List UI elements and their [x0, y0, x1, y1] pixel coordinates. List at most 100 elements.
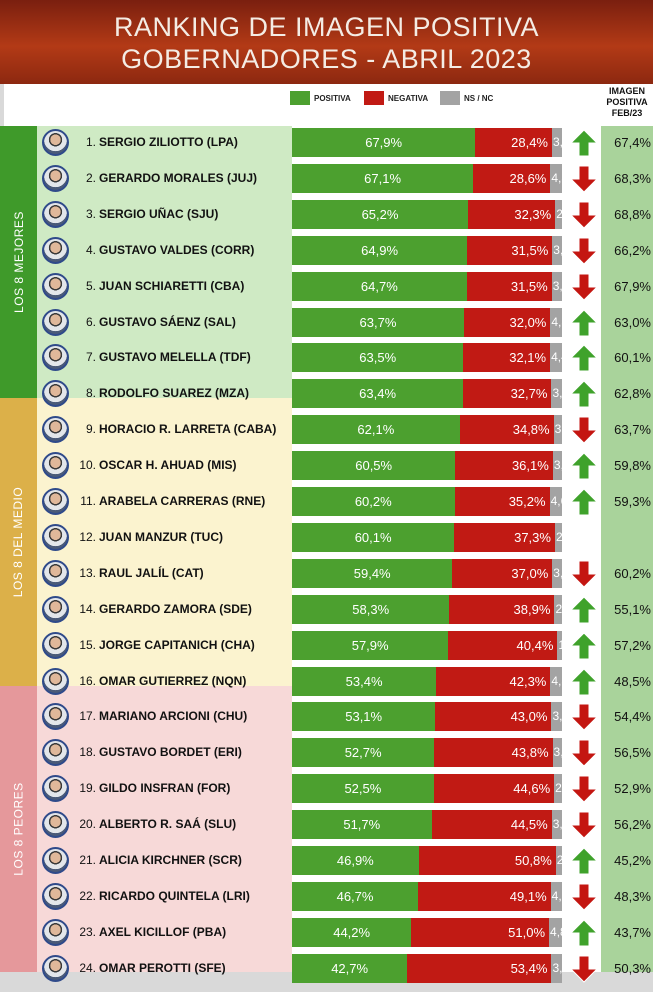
avatar — [42, 667, 69, 695]
group-bar-medio — [0, 398, 37, 686]
avatar — [42, 847, 69, 874]
governor-name: GUSTAVO MELELLA (TDF) — [99, 350, 251, 365]
bar-positiva — [292, 379, 464, 409]
table-row: 6. GUSTAVO SÁENZ (SAL) 63,7% 32,0% 4,3 63,0% — [0, 306, 653, 339]
avatar — [42, 811, 69, 839]
group-bar-peores — [0, 686, 37, 972]
label-nsnc: 4,2 — [551, 888, 569, 903]
bar-positiva — [292, 235, 468, 265]
avatar — [42, 882, 69, 910]
rank-number: 16. — [79, 673, 96, 688]
bar-nsnc — [555, 846, 562, 875]
rank-number: 21. — [79, 853, 96, 867]
avatar — [42, 129, 69, 156]
label-nsnc: 1,7 — [558, 637, 576, 652]
label-positiva: 52,5% — [344, 781, 382, 797]
bar-nsnc — [552, 558, 562, 588]
label-positiva: 60,1% — [354, 529, 392, 545]
avatar — [42, 559, 69, 587]
label-positiva: 57,9% — [351, 637, 389, 653]
bar-nsnc — [557, 630, 562, 660]
rank-number: 3. — [85, 206, 96, 221]
label-positiva: 59,4% — [353, 565, 391, 581]
bar-positiva — [292, 343, 464, 373]
bar-positiva — [292, 666, 437, 696]
governor-name: JUAN SCHIARETTI (CBA) — [99, 278, 245, 293]
avatar — [42, 308, 69, 336]
group-background-mejores — [37, 126, 292, 398]
table-row: 20. ALBERTO R. SAÁ (SLU) 51,7% 44,5% 3,8 56,2… — [0, 808, 653, 841]
table-row: 13. RAUL JALÍL (CAT) 59,4% 37,0% 3,6 60,2% — [0, 557, 653, 590]
table-row: 15. JORGE CAPITANICH (CHA) 57,9% 40,4% 1,7 57… — [0, 629, 653, 662]
label-positiva: 52,7% — [344, 745, 382, 761]
label-nsnc: 4,4 — [551, 350, 568, 365]
feb-value: 50,3% — [614, 960, 651, 976]
label-nsnc: 3,9 — [552, 386, 570, 401]
label-positiva: 53,4% — [345, 673, 383, 689]
bar-positiva — [292, 271, 467, 301]
governor-name: GUSTAVO BORDET (ERI) — [99, 745, 242, 760]
label-negativa: 44,5% — [510, 817, 548, 833]
bar-nsnc — [552, 451, 562, 481]
bar-positiva — [292, 163, 474, 193]
legend-label-nsnc: NS / NC — [464, 93, 494, 103]
governor-name: ALICIA KIRCHNER (SCR) — [99, 853, 242, 867]
trend-up-arrow-icon — [570, 344, 598, 372]
governor-name: JUAN MANZUR (TUC) — [99, 529, 223, 544]
feb-value: 62,8% — [614, 386, 651, 402]
label-negativa: 31,5% — [511, 242, 549, 258]
table-row: 9. HORACIO R. LARRETA (CABA) 62,1% 34,8% 3,1… — [0, 413, 653, 446]
group-background-peores — [37, 686, 292, 972]
bar-negativa — [418, 846, 556, 875]
bar-negativa — [473, 163, 551, 193]
label-positiva: 63,4% — [359, 386, 397, 402]
bar-negativa — [435, 702, 552, 732]
bar-nsnc — [549, 487, 562, 516]
avatar — [42, 380, 69, 408]
feb-value: 59,3% — [614, 494, 651, 509]
feb-column-header: IMAGEN POSITIVA FEB/23 — [601, 84, 653, 126]
bar-nsnc — [551, 953, 562, 983]
rank-number: 6. — [85, 314, 96, 329]
legend-swatch-positiva — [290, 91, 310, 105]
label-nsnc: 3,8 — [552, 278, 570, 293]
bar-positiva — [292, 917, 412, 947]
label-nsnc: 2,6 — [555, 529, 573, 544]
label-negativa: 43,8% — [511, 745, 549, 761]
bar-positiva — [292, 810, 432, 840]
feb-value: 45,2% — [614, 853, 651, 868]
table-row: 3. SERGIO UÑAC (SJU) 65,2% 32,3% 2,5 68,8% — [0, 198, 653, 231]
governor-name: OSCAR H. AHUAD (MIS) — [99, 458, 237, 473]
label-nsnc: 3,6 — [553, 242, 570, 257]
legend-label-negativa: NEGATIVA — [388, 93, 429, 103]
governor-name: SERGIO UÑAC (SJU) — [99, 206, 219, 221]
bar-nsnc — [554, 522, 562, 552]
label-nsnc: 4,3 — [551, 170, 569, 185]
label-positiva: 60,2% — [354, 494, 392, 509]
rank-number: 20. — [79, 817, 96, 832]
feb-value: 67,4% — [614, 135, 651, 150]
trend-down-arrow-icon — [570, 955, 598, 983]
feb-value: 63,0% — [614, 314, 651, 330]
label-negativa: 51,0% — [508, 924, 546, 940]
bar-nsnc — [551, 379, 562, 409]
label-negativa: 35,2% — [508, 494, 546, 509]
label-nsnc: 3,9 — [552, 960, 570, 975]
trend-up-arrow-icon — [570, 308, 598, 336]
table-row: 14. GERARDO ZAMORA (SDE) 58,3% 38,9% 2,8 55,1… — [0, 593, 653, 626]
bar-positiva — [292, 630, 449, 660]
bar-nsnc — [550, 666, 562, 696]
label-negativa: 43,0% — [510, 709, 548, 725]
rank-number: 7. — [85, 350, 96, 365]
avatar — [42, 416, 69, 444]
title-line-1: RANKING DE IMAGEN POSITIVA — [113, 12, 540, 42]
feb-column-background — [601, 126, 653, 972]
bar-nsnc — [551, 810, 562, 840]
label-negativa: 49,1% — [509, 888, 547, 904]
label-positiva: 58,3% — [352, 601, 390, 617]
label-negativa: 36,1% — [511, 458, 549, 474]
rank-number: 1. — [85, 135, 96, 149]
bar-nsnc — [550, 343, 562, 373]
governor-name: HORACIO R. LARRETA (CABA) — [99, 422, 277, 437]
bar-nsnc — [550, 881, 562, 911]
